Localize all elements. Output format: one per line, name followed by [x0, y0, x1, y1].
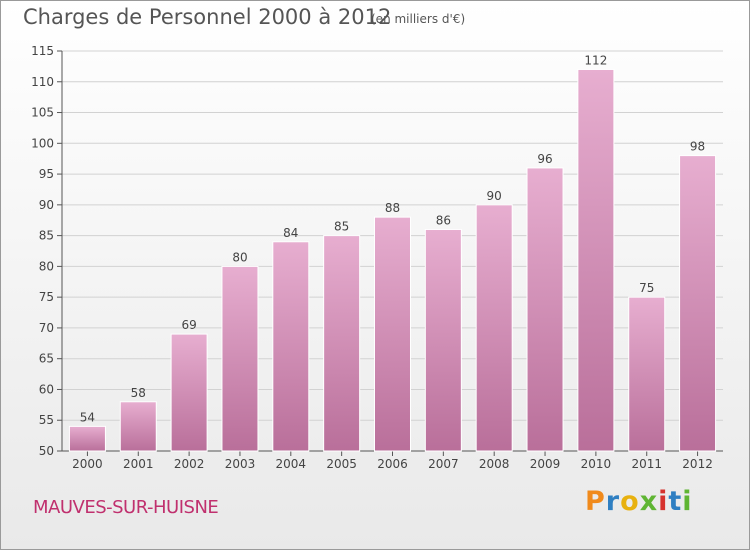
x-tick-label-2005: 2005: [326, 457, 357, 471]
logo-letter: P: [585, 486, 606, 517]
x-tick-label-2000: 2000: [72, 457, 103, 471]
y-tick-label: 65: [39, 352, 54, 366]
logo-letter: o: [620, 486, 640, 517]
x-tick-label-2003: 2003: [225, 457, 256, 471]
bar-2007: [424, 228, 462, 452]
y-tick-label: 80: [39, 259, 54, 273]
y-tick-label: 70: [39, 321, 54, 335]
bar-2011: [628, 296, 666, 452]
value-label-2003: 80: [232, 250, 247, 264]
bar-2001: [119, 401, 157, 452]
bars: [68, 68, 717, 452]
y-tick-label: 50: [39, 444, 54, 458]
bar-2009: [526, 167, 564, 452]
value-label-2009: 96: [537, 152, 552, 166]
x-tick-label-2001: 2001: [123, 457, 154, 471]
logo-letter: t: [668, 486, 683, 517]
x-tick-label-2007: 2007: [428, 457, 459, 471]
bar-2005: [323, 235, 361, 452]
value-labels: 54 58 69 80 84 85 88 86 90 96 112 75 98: [80, 53, 705, 424]
y-tick-label: 75: [39, 290, 54, 304]
y-tick-label: 100: [31, 136, 54, 150]
y-tick-label: 60: [39, 382, 54, 396]
logo-letter: i: [658, 486, 669, 517]
chart-subtitle: (en milliers d'€): [371, 12, 466, 26]
x-tick-label-2002: 2002: [174, 457, 205, 471]
x-tick-label-2010: 2010: [581, 457, 612, 471]
value-label-2000: 54: [80, 410, 95, 424]
y-tick-label: 55: [39, 413, 54, 427]
logo-letter: x: [639, 486, 659, 517]
value-label-2002: 69: [181, 318, 196, 332]
bar-2010: [577, 68, 615, 452]
y-tick-label: 95: [39, 167, 54, 181]
bar-2008: [475, 204, 513, 452]
bar-2006: [374, 216, 411, 452]
value-label-2001: 58: [131, 386, 146, 400]
x-tick-label-2009: 2009: [530, 457, 561, 471]
axes: 50 55 60 65 70 75 80 85 90 95 100 105 110 115 2000 2001…: [31, 44, 723, 471]
bar-2003: [221, 265, 259, 452]
x-tick-label-2012: 2012: [682, 457, 713, 471]
value-label-2007: 86: [436, 213, 451, 227]
value-label-2012: 98: [690, 140, 705, 154]
x-tick-label-2011: 2011: [631, 457, 662, 471]
x-tick-label-2004: 2004: [276, 457, 307, 471]
value-label-2006: 88: [385, 201, 400, 215]
commune-name: MAUVES-SUR-HUISNE: [33, 497, 219, 518]
x-tick-label-2006: 2006: [377, 457, 408, 471]
y-tick-label: 115: [31, 44, 54, 58]
x-tick-label-2008: 2008: [479, 457, 510, 471]
bar-2004: [272, 241, 310, 452]
bar-2002: [170, 333, 208, 452]
y-tick-label: 85: [39, 229, 54, 243]
proxiti-logo: Proxiti: [585, 486, 693, 517]
value-label-2005: 85: [334, 220, 349, 234]
logo-letter: r: [605, 486, 621, 517]
y-tick-label: 105: [31, 106, 54, 120]
value-label-2010: 112: [584, 53, 607, 67]
y-tick-label: 90: [39, 198, 54, 212]
y-tick-label: 110: [31, 75, 54, 89]
value-label-2011: 75: [639, 281, 654, 295]
bar-2012: [679, 155, 717, 452]
value-label-2004: 84: [283, 226, 298, 240]
bar-2000: [68, 425, 106, 452]
logo-letter: i: [682, 486, 693, 517]
chart-title: Charges de Personnel 2000 à 2012: [23, 5, 392, 29]
value-label-2008: 90: [487, 189, 502, 203]
